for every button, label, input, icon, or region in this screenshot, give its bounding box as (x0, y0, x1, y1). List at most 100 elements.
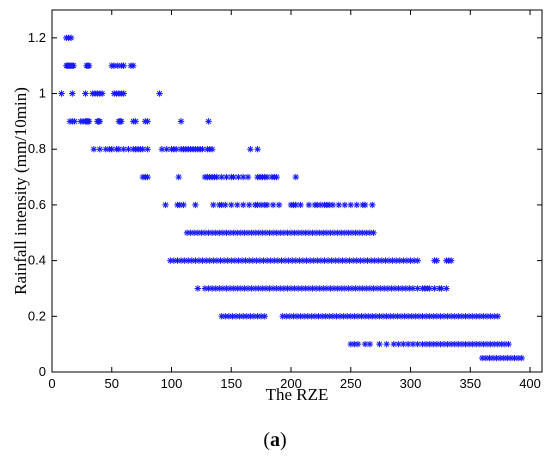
data-point (230, 285, 237, 292)
data-point (501, 340, 509, 348)
data-point (238, 257, 246, 264)
data-point (187, 229, 194, 236)
data-point (335, 201, 343, 209)
data-point (125, 146, 132, 153)
data-point (263, 173, 271, 181)
data-point (303, 257, 310, 264)
data-point (279, 313, 286, 320)
data-point (322, 313, 329, 320)
data-point (433, 340, 441, 348)
data-point (298, 229, 305, 236)
data-point (498, 340, 505, 348)
y-tick-label: 1.2 (28, 30, 46, 45)
data-point (414, 340, 421, 348)
panel-label-letter: a (270, 429, 280, 451)
data-point (96, 118, 104, 125)
data-point (202, 257, 210, 264)
data-point (407, 257, 414, 264)
y-tick-label: 0.8 (28, 141, 46, 156)
data-point (277, 285, 284, 292)
panel-label-close: ) (280, 429, 287, 451)
data-point (244, 173, 252, 181)
data-point (70, 62, 77, 69)
data-point (234, 229, 241, 236)
data-point (402, 285, 409, 292)
data-point (363, 229, 370, 236)
data-point (419, 340, 426, 348)
data-point (370, 229, 377, 236)
data-point (175, 173, 182, 181)
data-point (359, 285, 366, 292)
data-point (263, 201, 271, 209)
data-point (373, 285, 381, 292)
data-point (269, 229, 277, 236)
data-point (404, 313, 412, 320)
data-point (329, 201, 337, 209)
data-point (305, 201, 313, 209)
data-point (255, 229, 262, 236)
data-point (353, 257, 360, 264)
x-tick-label: 200 (280, 376, 302, 391)
y-tick-label: 0.4 (28, 253, 46, 268)
data-point (437, 340, 444, 348)
data-point (316, 229, 323, 236)
data-point (120, 62, 127, 69)
data-point (335, 257, 343, 264)
data-point (120, 90, 127, 97)
data-point (496, 354, 504, 362)
data-point (218, 313, 225, 320)
data-point (314, 201, 321, 209)
data-point (261, 313, 268, 320)
data-point (332, 257, 339, 264)
data-point (199, 257, 206, 264)
data-point (440, 340, 448, 348)
data-point (180, 201, 187, 209)
y-tick-label: 0.6 (28, 197, 46, 212)
data-point (505, 340, 512, 348)
data-point (240, 173, 247, 181)
data-point (219, 285, 227, 292)
x-tick-label: 250 (340, 376, 362, 391)
data-point (231, 257, 239, 264)
data-point (188, 257, 196, 264)
data-point (281, 257, 289, 264)
data-point (352, 229, 359, 236)
data-point (376, 340, 383, 348)
data-point (309, 285, 316, 292)
data-point (241, 229, 248, 236)
data-point (257, 313, 265, 320)
data-point (371, 257, 378, 264)
data-point (287, 229, 295, 236)
data-point (254, 313, 261, 320)
data-point (217, 257, 224, 264)
data-point (85, 62, 93, 69)
data-point (173, 146, 180, 153)
data-point (285, 257, 292, 264)
data-point (330, 229, 338, 236)
data-point (518, 354, 525, 362)
data-point (210, 201, 217, 209)
data-point (257, 201, 265, 209)
data-point (259, 285, 266, 292)
data-point (216, 285, 223, 292)
data-point (324, 257, 332, 264)
data-point (361, 340, 369, 348)
data-point (451, 340, 458, 348)
data-point (408, 313, 415, 320)
data-point (205, 285, 212, 292)
x-axis-title: The RZE (266, 385, 329, 404)
data-point (90, 146, 98, 153)
data-point (458, 313, 466, 320)
data-point (213, 257, 221, 264)
data-point (315, 313, 322, 320)
data-point (384, 285, 392, 292)
data-point (98, 90, 106, 97)
data-point (440, 313, 448, 320)
data-point (292, 201, 300, 209)
data-point (353, 201, 360, 209)
data-point (385, 257, 393, 264)
data-point (483, 340, 491, 348)
data-point (273, 285, 280, 292)
data-point (297, 201, 304, 209)
y-tick-label: 1 (39, 86, 46, 101)
